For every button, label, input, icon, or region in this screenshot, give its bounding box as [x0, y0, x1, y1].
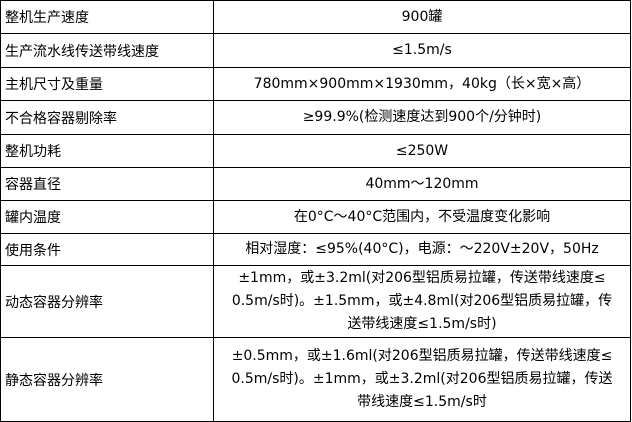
row-label: 动态容器分辨率 [0, 265, 214, 338]
table-row: 容器直径 40mm～120mm [0, 167, 631, 201]
row-label: 不合格容器剔除率 [0, 100, 214, 135]
table-row: 整机功耗 ≤250W [0, 134, 631, 168]
table-row: 动态容器分辨率 ±1mm，或±3.2ml(对206型铝质易拉罐，传送带线速度≤ 0.… [0, 265, 631, 338]
table-row: 整机生产速度 900罐 [0, 0, 631, 34]
value-line: ±0.5mm，或±1.6ml(对206型铝质易拉罐，传送带线速度≤ [231, 348, 613, 364]
row-value: 40mm～120mm [213, 167, 631, 201]
value-line: 带线速度≤1.5m/s时 [357, 394, 487, 410]
table-row: 生产流水线传送带线速度 ≤1.5m/s [0, 33, 631, 68]
row-label: 生产流水线传送带线速度 [0, 33, 214, 68]
row-value: 在0°C～40°C范围内，不受温度变化影响 [213, 200, 631, 234]
row-value: 900罐 [213, 0, 631, 34]
value-line: ≤250W [395, 142, 449, 159]
row-value: ±1mm，或±3.2ml(对206型铝质易拉罐，传送带线速度≤ 0.5m/s时)。… [213, 265, 631, 338]
table-row: 不合格容器剔除率 ≥99.9%(检测速度达到900个/分钟时) [0, 100, 631, 135]
value-line: ±1mm，或±3.2ml(对206型铝质易拉罐，传送带线速度≤ [238, 270, 606, 286]
row-label: 罐内温度 [0, 200, 214, 234]
row-value: ≥99.9%(检测速度达到900个/分钟时) [213, 100, 631, 135]
row-label: 整机生产速度 [0, 0, 214, 34]
value-line: ≤1.5m/s [392, 42, 452, 58]
value-line: 900罐 [401, 8, 443, 25]
row-value: ±0.5mm，或±1.6ml(对206型铝质易拉罐，传送带线速度≤ 0.5m/s时… [213, 337, 631, 422]
row-label: 静态容器分辨率 [0, 337, 214, 422]
value-line: 40mm～120mm [365, 175, 479, 192]
value-line: 780mm×900mm×1930mm，40kg（长×宽×高） [253, 75, 591, 92]
row-label: 主机尺寸及重量 [0, 67, 214, 101]
row-value: 780mm×900mm×1930mm，40kg（长×宽×高） [213, 67, 631, 101]
value-line: 送带线速度≤1.5m/s时) [347, 316, 497, 332]
value-line: 0.5m/s时)。±1.5mm，或±4.8ml(对206型铝质易拉罐，传 [231, 293, 613, 309]
row-value: ≤1.5m/s [213, 33, 631, 68]
table-row: 罐内温度 在0°C～40°C范围内，不受温度变化影响 [0, 200, 631, 234]
value-line: 在0°C～40°C范围内，不受温度变化影响 [293, 208, 551, 225]
value-line: 0.5m/s时)。±1mm，或±3.2ml(对206型铝质易拉罐，传送 [231, 371, 613, 387]
row-label: 使用条件 [0, 233, 214, 266]
row-value: ≤250W [213, 134, 631, 168]
table-row: 使用条件 相对湿度：≤95%(40°C)，电源：～220V±20V，50Hz [0, 233, 631, 266]
row-label: 整机功耗 [0, 134, 214, 168]
row-value: 相对湿度：≤95%(40°C)，电源：～220V±20V，50Hz [213, 233, 631, 266]
table-row: 主机尺寸及重量 780mm×900mm×1930mm，40kg（长×宽×高） [0, 67, 631, 101]
value-line: 相对湿度：≤95%(40°C)，电源：～220V±20V，50Hz [245, 241, 599, 257]
row-label: 容器直径 [0, 167, 214, 201]
table-row: 静态容器分辨率 ±0.5mm，或±1.6ml(对206型铝质易拉罐，传送带线速度≤… [0, 337, 631, 422]
value-line: ≥99.9%(检测速度达到900个/分钟时) [302, 109, 542, 125]
